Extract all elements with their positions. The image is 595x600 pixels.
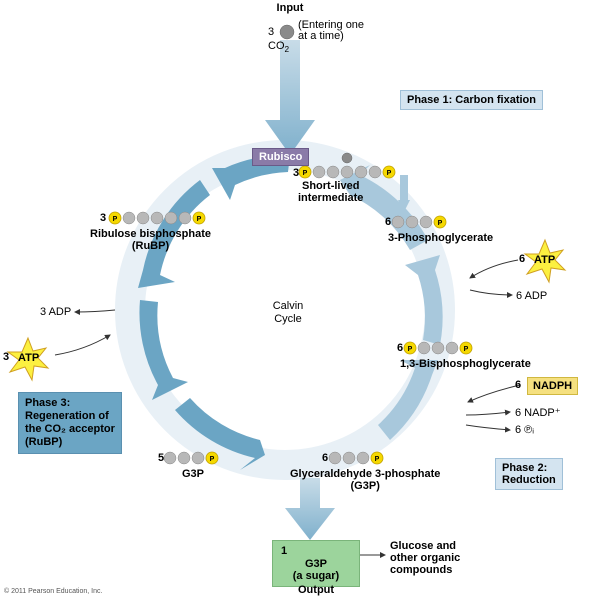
adp-left: 3 ADP bbox=[40, 306, 71, 318]
output-g3p: G3P (a sugar) bbox=[281, 558, 351, 582]
svg-text:P: P bbox=[375, 456, 380, 463]
svg-text:P: P bbox=[387, 170, 392, 177]
atp-left: ATP bbox=[18, 352, 39, 364]
svg-text:P: P bbox=[438, 220, 443, 227]
nadph-box: NADPH bbox=[527, 377, 578, 395]
pga-label: 3-Phosphoglycerate bbox=[388, 232, 493, 244]
phase1-box: Phase 1: Carbon fixation bbox=[400, 90, 543, 110]
rubp-count: 3 bbox=[100, 212, 106, 224]
atp-right-count: 6 bbox=[519, 253, 525, 265]
input-label: Input bbox=[260, 2, 320, 14]
svg-text:P: P bbox=[210, 456, 215, 463]
svg-text:P: P bbox=[113, 216, 118, 223]
output-note: Glucose and other organic compounds bbox=[390, 540, 460, 576]
svg-text:P: P bbox=[408, 346, 413, 353]
g3p-right-label: Glyceraldehyde 3-phosphate (G3P) bbox=[290, 468, 440, 492]
output-count: 1 bbox=[281, 545, 351, 557]
phase2-box: Phase 2: Reduction bbox=[495, 458, 563, 490]
nadph-count: 6 bbox=[515, 379, 521, 391]
pga-count: 6 bbox=[385, 216, 391, 228]
rubp-label: Ribulose bisphosphate (RuBP) bbox=[90, 228, 211, 252]
input-note: (Entering one at a time) bbox=[298, 20, 364, 42]
g3p-right-count: 6 bbox=[322, 452, 328, 464]
phase3-box: Phase 3: Regeneration of the CO₂ accepto… bbox=[18, 392, 122, 454]
shortlived-label: Short-lived intermediate bbox=[298, 180, 363, 204]
atp-left-count: 3 bbox=[3, 351, 9, 363]
output-label: Output bbox=[298, 584, 334, 596]
bpg-count: 6 bbox=[397, 342, 403, 354]
atp-right: ATP bbox=[534, 254, 555, 266]
shortlived-count: 3 bbox=[293, 167, 299, 179]
svg-text:P: P bbox=[197, 216, 202, 223]
nadp-out: 6 NADP⁺ bbox=[515, 406, 561, 419]
pi-out: 6 ℗ᵢ bbox=[515, 424, 534, 436]
adp-right: 6 ADP bbox=[516, 290, 547, 302]
rubisco-box: Rubisco bbox=[252, 148, 309, 166]
copyright: © 2011 Pearson Education, Inc. bbox=[4, 588, 102, 595]
input-co2: CO2 bbox=[268, 40, 289, 54]
bpg-label: 1,3-Bisphosphoglycerate bbox=[400, 358, 531, 370]
svg-text:P: P bbox=[303, 170, 308, 177]
input-count: 3 bbox=[268, 26, 274, 38]
output-box: 1 G3P (a sugar) bbox=[272, 540, 360, 587]
svg-text:P: P bbox=[464, 346, 469, 353]
g3p-left-count: 5 bbox=[158, 452, 164, 464]
calvin-cycle-label: Calvin Cycle bbox=[258, 300, 318, 326]
g3p-left-label: G3P bbox=[182, 468, 204, 480]
